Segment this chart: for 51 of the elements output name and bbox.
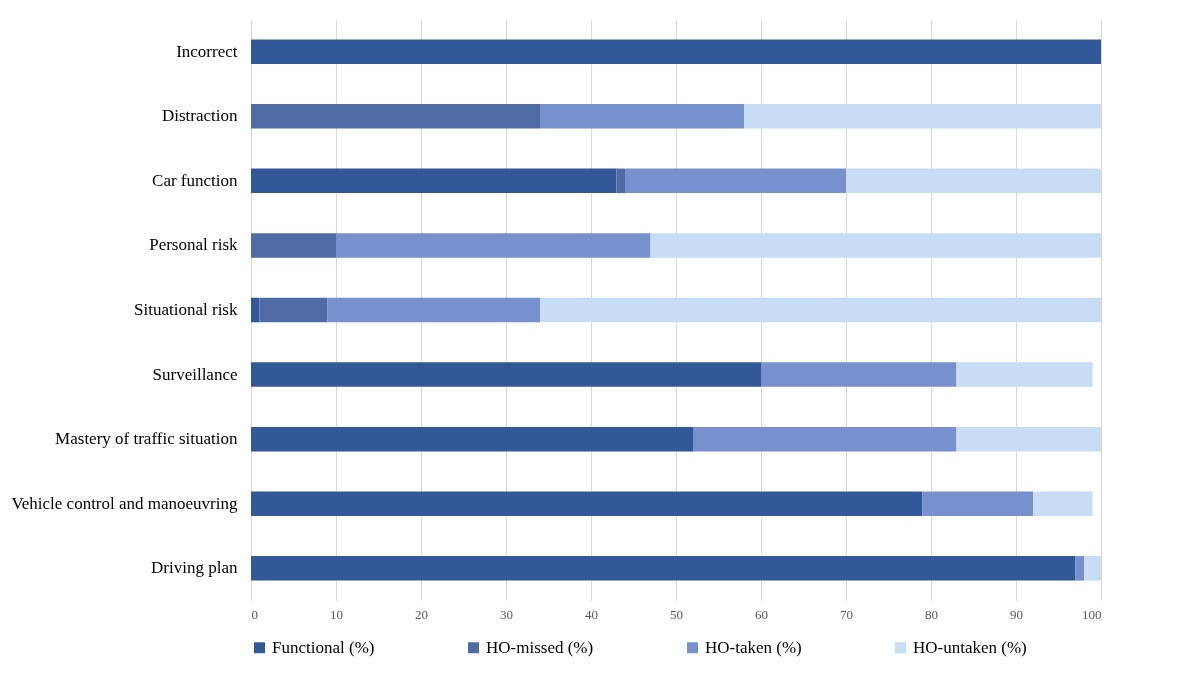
bar [956, 362, 1093, 387]
y-tick-label: Mastery of traffic situation [55, 429, 238, 449]
legend-label: HO-untaken (%) [913, 637, 1027, 657]
bar [251, 362, 761, 387]
bar [616, 168, 625, 194]
y-tick-label: Personal risk [149, 235, 238, 255]
bar [251, 39, 1101, 64]
bar [1084, 556, 1101, 581]
bar [259, 297, 328, 323]
bar [650, 233, 1101, 258]
bar [956, 426, 1101, 452]
bar [327, 297, 540, 323]
y-tick-label: Situational risk [134, 300, 238, 319]
legend-label: HO-taken (%) [705, 637, 802, 657]
legend-label: HO-missed (%) [486, 637, 594, 657]
x-tick-label: 90 [1010, 606, 1023, 622]
bar [761, 362, 957, 387]
y-tick-label: Vehicle control and manoeuvring [11, 493, 238, 513]
x-tick-label: 70 [840, 606, 853, 622]
bar [1075, 556, 1084, 581]
x-tick-label: 10 [330, 606, 343, 622]
bar [693, 426, 957, 452]
x-tick-label: 80 [925, 606, 938, 622]
bar [744, 103, 1101, 129]
y-tick-label: Car function [152, 170, 238, 190]
y-tick-label: Driving plan [151, 558, 238, 578]
x-tick-label: 100 [1082, 606, 1102, 622]
y-tick-label: Distraction [161, 106, 238, 126]
bar [540, 103, 744, 129]
x-tick-label: 50 [670, 606, 683, 622]
bar [1033, 491, 1093, 517]
bar [251, 103, 540, 129]
bar [251, 168, 617, 194]
x-tick-label: 20 [415, 606, 428, 622]
bar [251, 491, 923, 517]
y-tick-label: Incorrect [176, 41, 238, 61]
bar [846, 168, 1101, 194]
bar [336, 233, 651, 258]
bar [251, 233, 336, 258]
legend-label: Functional (%) [272, 637, 375, 657]
y-tick-label: Surveillance [152, 364, 238, 384]
bar [625, 168, 846, 194]
x-tick-label: 60 [755, 606, 768, 622]
x-tick-label: 30 [500, 606, 513, 622]
x-tick-label: 40 [585, 606, 598, 622]
x-tick-label: 0 [251, 606, 258, 622]
bar [540, 297, 1101, 323]
bar [251, 556, 1076, 581]
bar [251, 297, 260, 323]
bar [922, 491, 1033, 517]
bar [251, 426, 693, 452]
